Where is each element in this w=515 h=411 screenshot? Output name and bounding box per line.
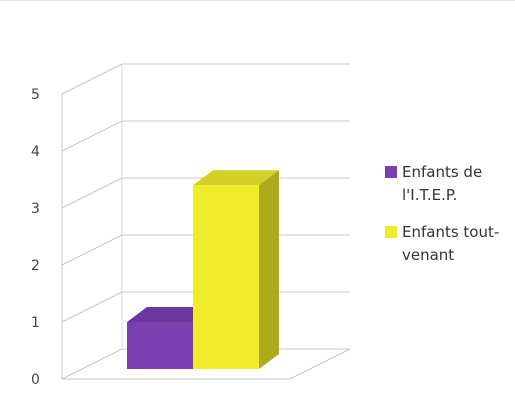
legend-label-tout-venant-line2: venant bbox=[402, 246, 454, 264]
legend-swatch-itep bbox=[385, 166, 397, 178]
bar-0-front bbox=[127, 322, 193, 369]
bar-0-top bbox=[127, 307, 213, 322]
gridline-side-1 bbox=[61, 291, 123, 323]
y-tick-label-1: 1 bbox=[31, 315, 40, 331]
legend-label-itep-line2: l'I.T.E.P. bbox=[402, 186, 457, 204]
legend-label-itep-line1: Enfants de bbox=[402, 163, 482, 181]
bar-1-side bbox=[259, 170, 279, 369]
y-tick-label-0: 0 bbox=[31, 372, 40, 388]
bar-1 bbox=[193, 170, 279, 369]
gridline-side-4 bbox=[61, 120, 123, 152]
bar-1-front bbox=[193, 185, 259, 369]
y-axis-ticks: 0 1 2 3 4 5 bbox=[31, 87, 40, 388]
gridline-side-3 bbox=[61, 177, 123, 209]
legend-swatch-tout-venant bbox=[385, 226, 397, 238]
bar-1-top bbox=[193, 170, 279, 186]
y-tick-label-2: 2 bbox=[31, 258, 40, 274]
floor-outline bbox=[61, 348, 351, 380]
chart-walls bbox=[61, 64, 351, 380]
legend: Enfants de l'I.T.E.P. Enfants tout- vena… bbox=[385, 163, 499, 264]
gridline-side-2 bbox=[61, 234, 123, 266]
legend-label-tout-venant-line1: Enfants tout- bbox=[402, 223, 499, 241]
y-tick-label-5: 5 bbox=[31, 87, 40, 103]
y-tick-label-4: 4 bbox=[31, 144, 40, 160]
gridline-side-5 bbox=[61, 63, 123, 95]
bars bbox=[127, 170, 279, 369]
y-tick-label-3: 3 bbox=[31, 201, 40, 217]
